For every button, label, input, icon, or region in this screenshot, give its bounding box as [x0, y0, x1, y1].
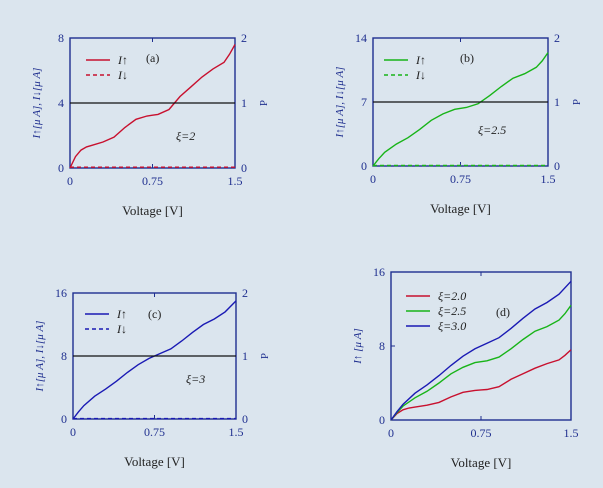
x-tick-label: 1.5 [228, 174, 243, 188]
annotation-xi: ξ=3 [186, 372, 205, 386]
x-axis-label: Voltage [V] [124, 454, 185, 469]
panel-label: (c) [148, 307, 161, 321]
x-tick-label: 1.5 [564, 426, 579, 440]
annotation-xi: ξ=2.5 [478, 123, 506, 137]
y-tick-label: 8 [61, 349, 67, 363]
y-tick-label: 4 [58, 96, 64, 110]
x-tick-label: 0.75 [450, 172, 471, 186]
y-axis-label: I↑[μ A], I↓[μ A] [31, 68, 43, 140]
series-line-0 [390, 349, 572, 421]
y-tick-label: 8 [379, 339, 385, 353]
panel-d: 0 0.75 1.5 0 8 16 Voltage [V] I↑ [μ A] ξ=2.0ξ=2.… [352, 265, 579, 470]
y-tick-label: 8 [58, 31, 64, 45]
y-axis-label: I↑ [μ A] [352, 328, 364, 364]
x-axis-label: Voltage [V] [451, 455, 512, 470]
panel-label: (a) [146, 51, 159, 65]
y-tick-label: 0 [361, 159, 367, 173]
y2-tick-label: 0 [554, 159, 560, 173]
legend-label: ξ=3.0 [438, 319, 466, 333]
series-line-2 [390, 280, 572, 421]
x-axis-label: Voltage [V] [122, 203, 183, 218]
y-tick-label: 16 [55, 286, 67, 300]
y2-axis-label: P [258, 100, 270, 106]
annotation-xi: ξ=2 [176, 129, 195, 143]
legend-label: ξ=2.0 [438, 289, 466, 303]
legend-label: I↓ [415, 68, 426, 82]
series-line-0 [372, 52, 549, 167]
legend-label: I↓ [116, 322, 127, 336]
legend-label: I↑ [415, 53, 426, 67]
x-tick-label: 0.75 [142, 174, 163, 188]
x-tick-label: 0 [67, 174, 73, 188]
legend-label: I↑ [116, 307, 127, 321]
y-tick-label: 0 [58, 161, 64, 175]
series-line-0 [69, 44, 236, 169]
y2-tick-label: 2 [241, 31, 247, 45]
y2-tick-label: 2 [242, 286, 248, 300]
panel-label: (d) [496, 305, 510, 319]
x-tick-label: 0 [370, 172, 376, 186]
y2-axis-label: P [571, 99, 583, 105]
x-tick-label: 0 [70, 425, 76, 439]
y-tick-label: 7 [361, 95, 367, 109]
y2-tick-label: 1 [241, 96, 247, 110]
y-axis-label: I↑[μ A], I↓[μ A] [34, 321, 46, 393]
x-tick-label: 1.5 [541, 172, 556, 186]
y2-tick-label: 2 [554, 31, 560, 45]
x-tick-label: 0.75 [144, 425, 165, 439]
y-axis-label: I↑[μ A], I↓[μ A] [334, 67, 346, 139]
legend-label: ξ=2.5 [438, 304, 466, 318]
y2-tick-label: 1 [554, 95, 560, 109]
y-tick-label: 16 [373, 265, 385, 279]
y-tick-label: 0 [379, 413, 385, 427]
y2-tick-label: 1 [242, 349, 248, 363]
x-tick-label: 0 [388, 426, 394, 440]
panel-label: (b) [460, 51, 474, 65]
x-tick-label: 1.5 [229, 425, 244, 439]
series-line-0 [72, 300, 237, 420]
y-tick-label: 14 [355, 31, 367, 45]
y2-axis-label: P [259, 353, 271, 359]
x-tick-label: 0.75 [471, 426, 492, 440]
y-tick-label: 0 [61, 412, 67, 426]
legend-label: I↓ [117, 68, 128, 82]
series-line-1 [390, 304, 572, 421]
legend-label: I↑ [117, 53, 128, 67]
y2-tick-label: 0 [242, 412, 248, 426]
y2-tick-label: 0 [241, 161, 247, 175]
x-axis-label: Voltage [V] [430, 201, 491, 216]
